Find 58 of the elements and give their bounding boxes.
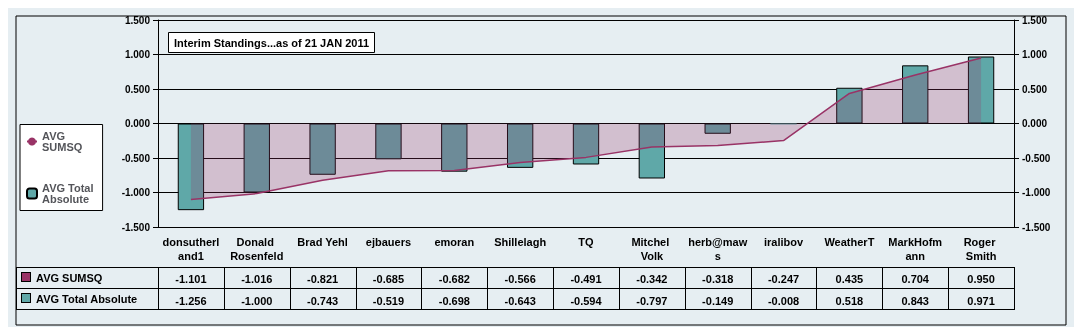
legend-label: AVG Total Absolute (42, 182, 97, 205)
data-label: -0.685 (372, 273, 405, 285)
data-label: -0.247 (767, 273, 800, 285)
y2-tick-label: 1.500 (1022, 14, 1048, 26)
data-label: -0.797 (636, 295, 668, 307)
data-label: -0.698 (438, 295, 470, 307)
data-label: -1.016 (241, 273, 273, 285)
data-label: 0.704 (901, 273, 930, 285)
x-tick-label: emoran (434, 236, 475, 248)
text: AVG Total Absolute (36, 293, 138, 305)
data-label: 0.950 (967, 273, 995, 285)
data-label: 0.518 (835, 295, 864, 307)
x-tick-label: TQ (578, 236, 595, 248)
data-label: -0.149 (702, 295, 734, 307)
y-tick-label: 0.500 (124, 83, 151, 95)
x-tick-label: Donald Rosenfeld (230, 236, 284, 262)
y-tick-label: -0.500 (121, 152, 151, 164)
data-label: -1.000 (241, 295, 273, 307)
data-label: 0.971 (967, 295, 995, 307)
data-label: 0.435 (835, 273, 864, 285)
data-label: -0.342 (636, 273, 668, 285)
data-label: -0.821 (307, 273, 339, 285)
y2-tick-label: -1.000 (1022, 187, 1051, 198)
x-tick-label: Roger Smith (963, 236, 999, 262)
x-tick-label: ejbauers (365, 236, 412, 248)
y2-tick-label: -0.500 (1022, 152, 1051, 164)
data-label: -0.491 (570, 273, 602, 285)
data-label: -1.101 (175, 273, 207, 285)
x-tick-label: Shillelagh (494, 236, 547, 248)
x-tick-label: Brad Yehl (297, 236, 348, 248)
data-label: -1.256 (175, 295, 207, 307)
y2-tick-label: 0.500 (1022, 83, 1048, 95)
text: Interim Standings...as of 21 JAN 2011 (174, 36, 370, 49)
legend-label: AVG SUMSQ (42, 130, 83, 153)
x-tick-label: iralibov (763, 236, 804, 248)
y-tick-label: -1.000 (121, 187, 151, 198)
x-tick-label: Mitchel Volk (631, 236, 673, 262)
data-label: -0.594 (570, 295, 603, 307)
y-tick-label: 0.000 (124, 118, 151, 129)
y-tick-label: 1.500 (124, 14, 151, 26)
y-tick-label: 1.000 (124, 49, 151, 60)
data-label: 0.843 (901, 295, 929, 307)
data-label: -0.318 (702, 273, 734, 285)
y2-tick-label: 1.000 (1022, 49, 1048, 60)
y2-tick-label: 0.000 (1022, 118, 1048, 129)
data-label: -0.519 (372, 295, 405, 307)
data-label: -0.682 (438, 273, 470, 285)
data-label: -0.643 (504, 295, 536, 307)
text: AVG SUMSQ (36, 272, 103, 284)
data-label: -0.566 (504, 273, 536, 285)
x-tick-label: herb@maws (688, 236, 748, 262)
data-label: -0.743 (307, 295, 339, 307)
data-label: -0.008 (767, 295, 800, 307)
y2-tick-label: -1.500 (1022, 221, 1051, 233)
x-tick-label: WeatherT (824, 236, 875, 248)
x-tick-label: MarkHofmann (888, 236, 943, 262)
x-tick-label: donsutherland1 (162, 236, 220, 262)
y-tick-label: -1.500 (121, 221, 151, 233)
